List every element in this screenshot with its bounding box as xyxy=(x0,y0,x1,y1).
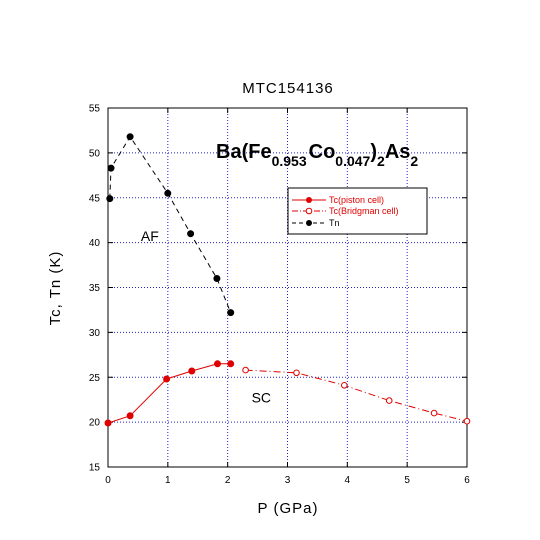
formula-part-4: As xyxy=(385,141,411,163)
legend-marker-tn xyxy=(306,220,312,226)
data-point xyxy=(227,309,235,317)
y-axis-label: Tc, Tn (K) xyxy=(47,251,64,326)
series-3 xyxy=(106,133,235,317)
series-line xyxy=(245,369,468,422)
data-point xyxy=(463,417,471,425)
legend-label-piston: Tc(piston cell) xyxy=(329,195,384,205)
formula-part-1: Ba(Fe xyxy=(216,141,272,163)
series-layer xyxy=(104,133,471,427)
data-point xyxy=(126,133,134,141)
data-point xyxy=(163,375,171,383)
data-point xyxy=(104,419,112,427)
series-2 xyxy=(242,366,471,425)
x-tick-label: 2 xyxy=(225,475,231,486)
x-axis-label: P (GPa) xyxy=(258,500,319,517)
legend: Tc(piston cell) Tc(Bridgman cell) Tn xyxy=(287,187,428,235)
y-tick-label: 25 xyxy=(89,373,101,384)
data-point xyxy=(214,360,221,368)
x-tick-label: 3 xyxy=(285,475,291,486)
y-tick-label: 20 xyxy=(89,418,101,429)
legend-marker-piston xyxy=(306,197,312,203)
y-tick-label: 50 xyxy=(89,148,101,159)
data-point xyxy=(106,195,114,203)
formula-sub-2: 0.047 xyxy=(335,153,370,169)
legend-label-bridgman: Tc(Bridgman cell) xyxy=(329,206,399,216)
data-point xyxy=(385,397,393,404)
x-tick-label: 4 xyxy=(345,475,351,486)
compound-formula: Ba(Fe0.953 Co0.047)2As2 xyxy=(216,141,418,169)
data-point xyxy=(213,275,221,282)
data-point xyxy=(341,382,348,389)
data-point xyxy=(293,369,300,377)
region-label-af: AF xyxy=(141,228,159,244)
formula-sub-4: 2 xyxy=(410,153,418,169)
x-tick-label: 6 xyxy=(464,475,470,486)
y-tick-label: 35 xyxy=(89,283,101,294)
y-tick-label: 40 xyxy=(89,238,101,249)
y-tick-label: 30 xyxy=(89,328,101,339)
data-point xyxy=(187,230,195,238)
y-tick-label: 15 xyxy=(89,463,101,474)
formula-part-2: Co xyxy=(309,141,336,163)
y-tick-label: 45 xyxy=(89,193,101,204)
data-point xyxy=(430,409,438,417)
formula-sub-1: 0.953 xyxy=(272,153,307,169)
data-point xyxy=(107,164,115,172)
legend-marker-bridgman xyxy=(305,207,313,215)
region-label-sc: SC xyxy=(252,389,271,405)
x-tick-label: 1 xyxy=(165,475,171,486)
data-point xyxy=(242,366,249,374)
data-point xyxy=(227,360,235,368)
series-1 xyxy=(104,360,235,427)
x-tick-label: 0 xyxy=(105,475,111,486)
x-tick-label: 5 xyxy=(404,475,410,486)
y-tick-label: 55 xyxy=(89,104,101,115)
legend-label-tn: Tn xyxy=(329,218,340,228)
formula-part-3: ) xyxy=(370,141,377,163)
formula-sub-3: 2 xyxy=(377,153,385,169)
chart-title: MTC154136 xyxy=(242,80,334,97)
data-point xyxy=(164,189,172,197)
data-point xyxy=(126,412,134,420)
data-point xyxy=(188,367,196,375)
